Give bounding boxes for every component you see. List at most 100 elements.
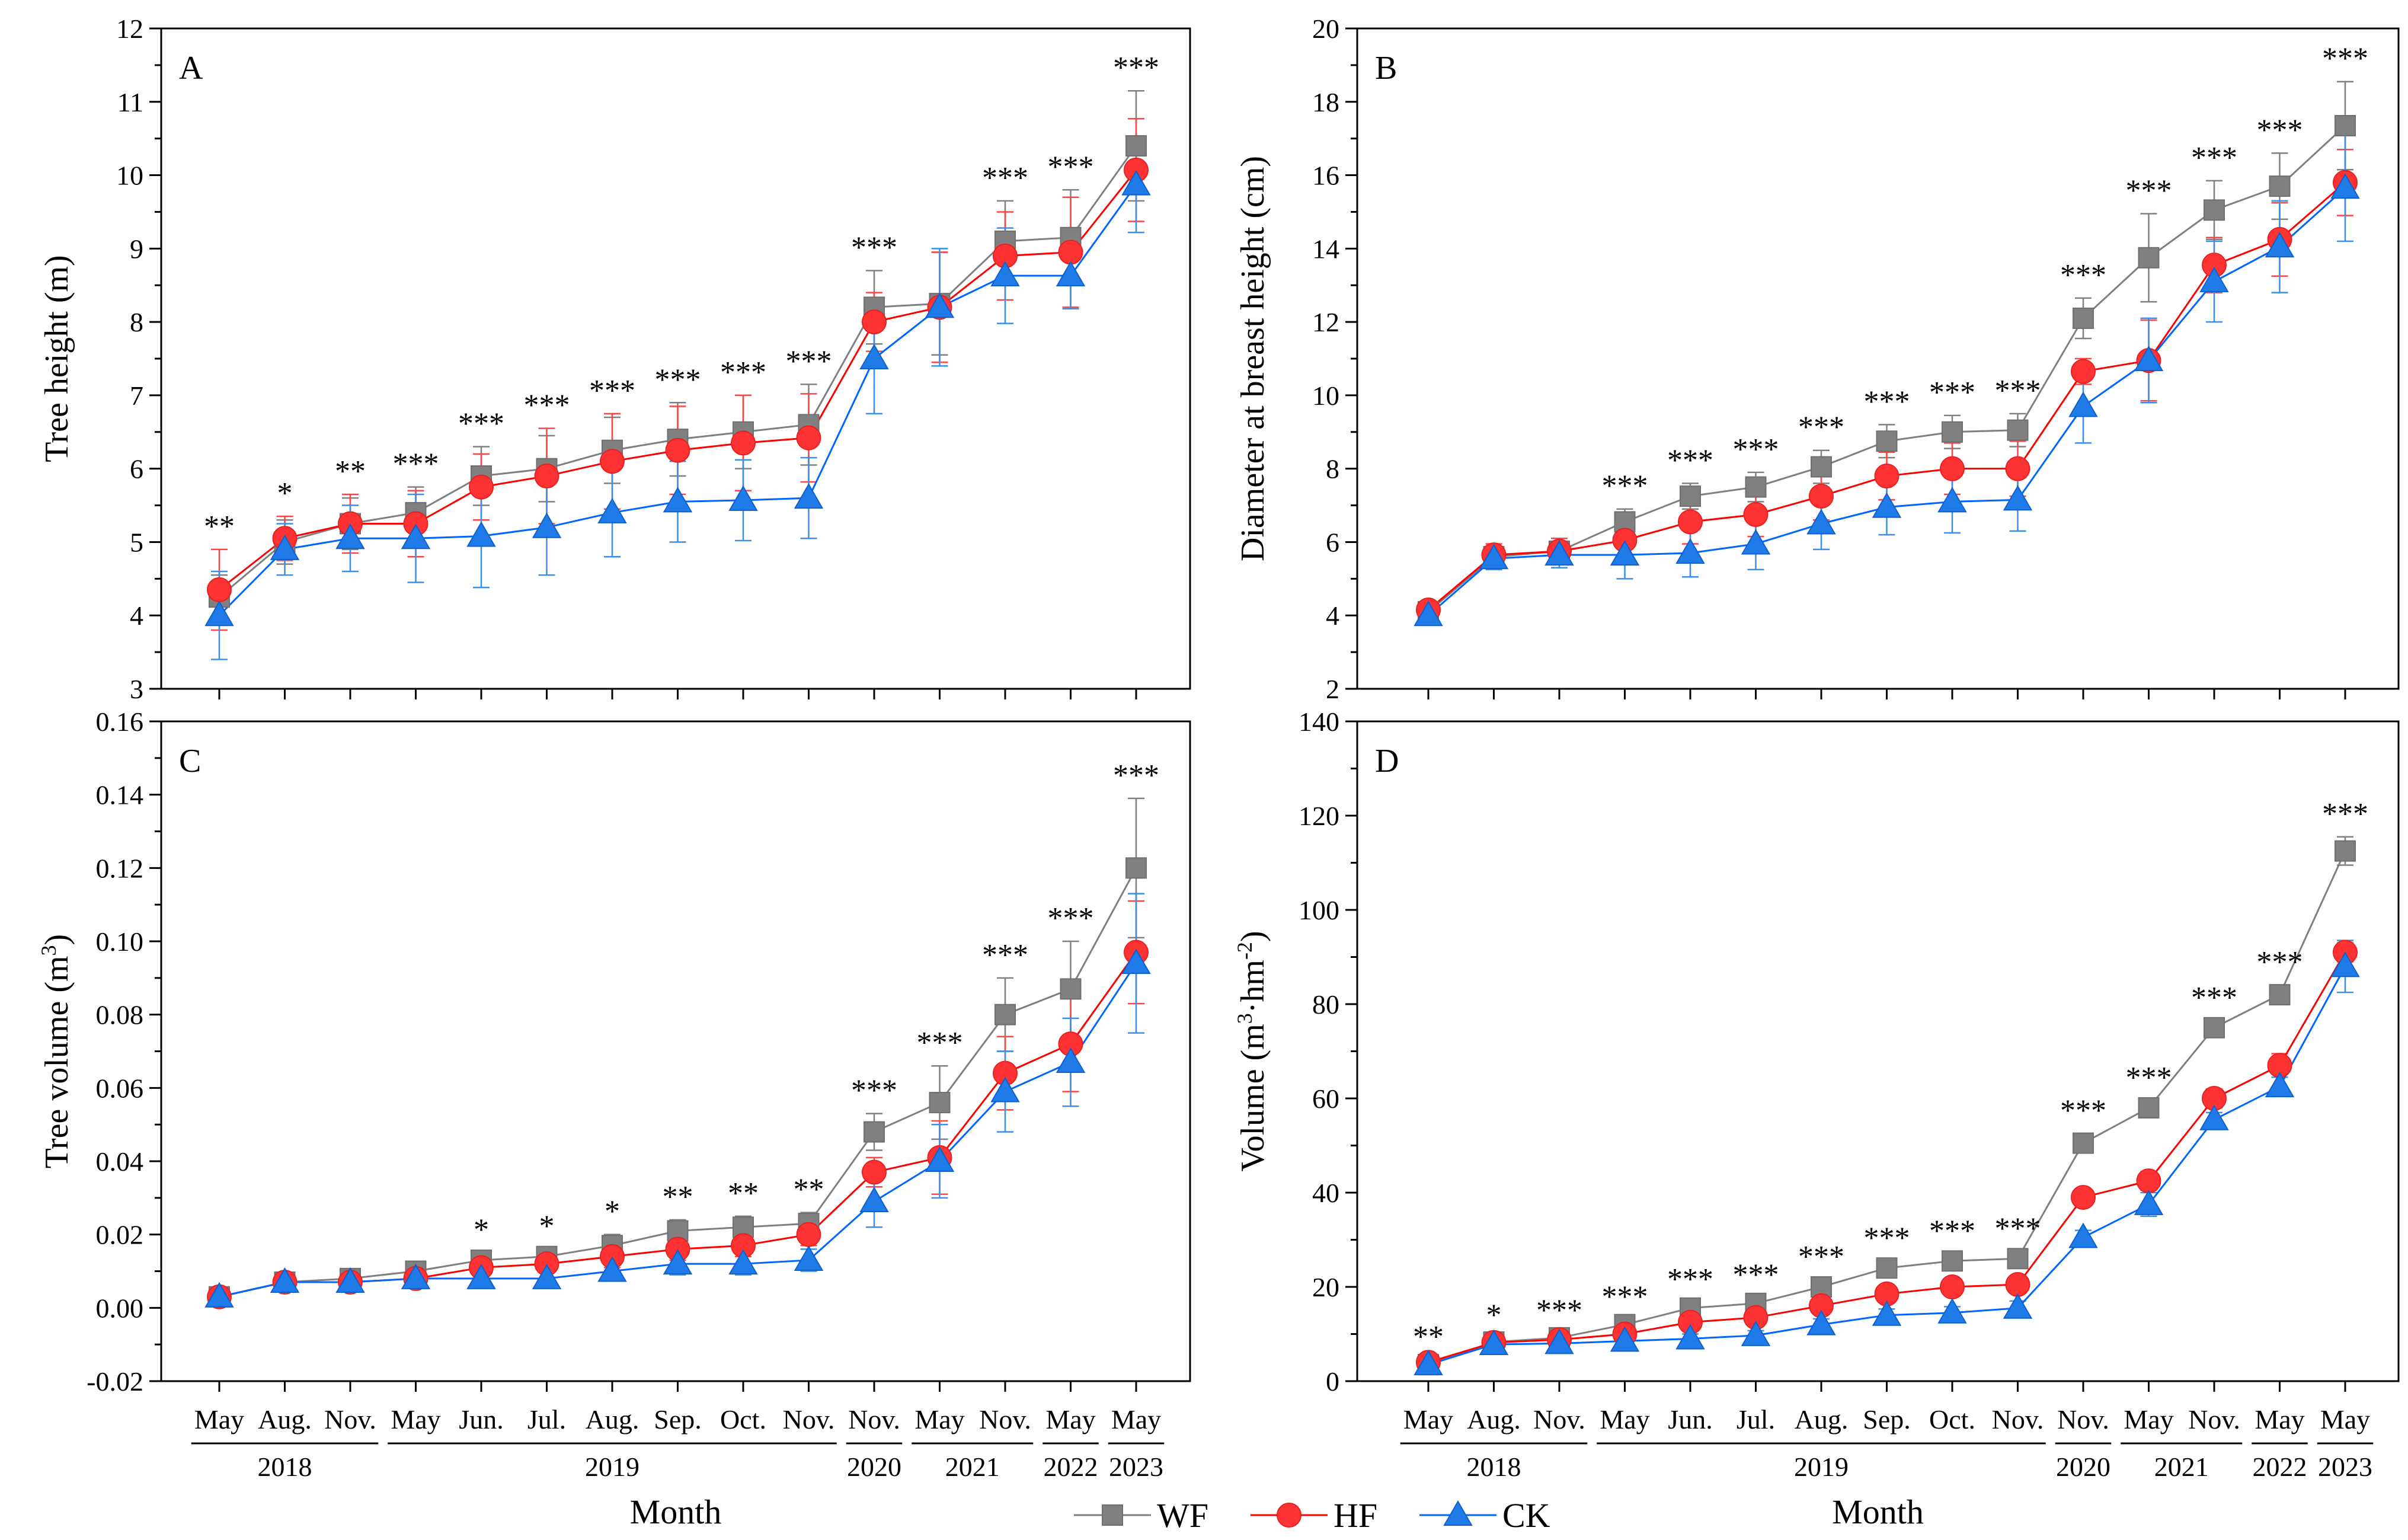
x-tick-label: Nov. — [848, 1404, 900, 1434]
legend-marker-hf — [1277, 1503, 1301, 1528]
significance-label: *** — [720, 356, 766, 389]
significance-label: ** — [1413, 1320, 1444, 1354]
point-ck — [2003, 485, 2033, 511]
x-tick-label: May — [1403, 1404, 1453, 1434]
significance-label: * — [1486, 1299, 1502, 1333]
significance-label: *** — [589, 374, 635, 408]
significance-label: *** — [2060, 258, 2106, 292]
panel-b-dbh: 2 4 6 8 10 12 14 16 18 20 Diameter at breast heigh… — [1235, 14, 2400, 704]
legend-marker-ck — [1443, 1500, 1473, 1526]
year-label: 2022 — [1044, 1452, 1098, 1482]
point-hf — [2071, 1184, 2096, 1210]
point-wf — [1745, 476, 1767, 498]
point-ck — [2199, 267, 2229, 293]
plot-frame — [1356, 720, 2400, 1382]
significance-label: *** — [2257, 113, 2303, 147]
significance-label: ** — [204, 510, 235, 544]
significance-label: * — [277, 477, 293, 510]
point-wf — [2204, 199, 2225, 221]
point-ck — [794, 1245, 824, 1271]
point-wf — [929, 1092, 951, 1114]
point-wf — [2138, 1097, 2160, 1119]
point-ck — [270, 534, 300, 560]
point-hf — [862, 1159, 887, 1185]
point-ck — [1056, 261, 1086, 287]
point-hf — [1940, 456, 1965, 481]
legend-label-wf: WF — [1157, 1496, 1208, 1535]
significance-label: *** — [2257, 945, 2303, 979]
y-axis-label-end: ) — [1235, 931, 1271, 942]
point-wf — [1876, 430, 1898, 452]
point-ck — [2265, 1072, 2295, 1098]
point-hf — [796, 425, 821, 451]
x-tick-label: May — [1111, 1404, 1161, 1434]
point-hf — [2136, 1168, 2161, 1194]
significance-label: *** — [917, 1026, 963, 1060]
point-hf — [469, 474, 494, 500]
y-tick-label: 0.12 — [96, 853, 144, 883]
significance-label: *** — [524, 389, 570, 423]
point-ck — [1806, 1309, 1836, 1335]
x-tick-label: Jul. — [527, 1404, 566, 1434]
y-tick-label: 100 — [1299, 895, 1339, 925]
point-ck — [532, 1263, 562, 1289]
significance-label: *** — [1798, 411, 1844, 445]
significance-label: *** — [1602, 469, 1648, 503]
year-label: 2019 — [1794, 1452, 1849, 1482]
point-wf — [864, 1121, 885, 1143]
point-ck — [2068, 391, 2098, 417]
point-hf — [207, 577, 232, 602]
significance-label: ** — [728, 1177, 759, 1210]
y-tick-label: 14 — [1312, 234, 1339, 264]
y-tick-label: 6 — [1326, 527, 1339, 557]
significance-label: *** — [2191, 141, 2237, 175]
point-ck — [1479, 1329, 1509, 1355]
significance-label: *** — [1864, 385, 1910, 418]
y-tick-label: 3 — [130, 674, 143, 704]
point-hf — [1678, 509, 1703, 535]
point-ck — [2134, 346, 2164, 372]
year-label: 2018 — [1467, 1452, 1521, 1482]
y-tick-label: 11 — [117, 87, 143, 117]
y-axis-label-main: Diameter at breast height (cm) — [1235, 156, 1271, 561]
significance-label: *** — [1602, 1280, 1648, 1314]
point-ck — [859, 343, 889, 369]
significance-label: *** — [1929, 1214, 1975, 1248]
point-ck — [1544, 540, 1574, 566]
point-ck — [990, 1076, 1020, 1103]
y-axis-label-sup: 3 — [37, 945, 60, 956]
significance-label: *** — [1667, 443, 1713, 477]
x-tick-label: Sep. — [654, 1404, 702, 1434]
point-hf — [1743, 502, 1769, 528]
y-axis-label: Diameter at breast height (cm) — [1235, 156, 1271, 561]
x-tick-label: May — [2254, 1404, 2304, 1434]
x-tick-label: Oct. — [720, 1404, 766, 1434]
significance-label: *** — [1995, 1212, 2041, 1245]
panel-letter: B — [1375, 50, 1397, 87]
point-ck — [728, 1249, 758, 1275]
legend-label-ck: CK — [1502, 1496, 1550, 1535]
x-tick-label: Nov. — [979, 1404, 1031, 1434]
y-tick-label: 12 — [1312, 307, 1339, 337]
point-wf — [1060, 978, 1082, 1000]
point-ck — [990, 261, 1020, 287]
y-axis-label-main: Tree height (m) — [39, 255, 75, 462]
y-tick-label: 0.06 — [96, 1073, 144, 1103]
year-label: 2023 — [2318, 1452, 2372, 1482]
point-ck — [1806, 509, 1836, 535]
point-wf — [1942, 1250, 1963, 1272]
x-tick-label: Nov. — [324, 1404, 376, 1434]
point-ck — [1610, 540, 1640, 566]
year-label: 2020 — [2056, 1452, 2110, 1482]
significance-label: *** — [1864, 1221, 1910, 1255]
plot-frame — [1356, 27, 2400, 690]
year-label: 2020 — [847, 1452, 901, 1482]
point-ck — [597, 1256, 627, 1282]
point-ck — [1872, 492, 1902, 518]
panel-letter: C — [179, 743, 201, 779]
point-ck — [1675, 1324, 1705, 1350]
y-axis-label-end: ) — [39, 934, 75, 945]
point-wf — [2007, 1248, 2029, 1270]
y-axis-label: Tree volume (m3) — [37, 934, 75, 1168]
point-hf — [1874, 464, 1899, 489]
